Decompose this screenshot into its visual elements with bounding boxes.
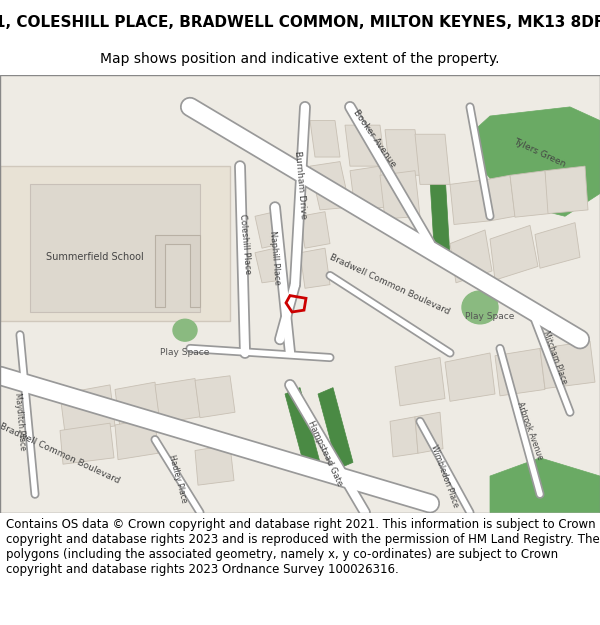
Polygon shape [255, 248, 282, 283]
Text: Summerfield School: Summerfield School [46, 253, 144, 262]
Polygon shape [345, 125, 385, 166]
Polygon shape [115, 382, 160, 428]
Text: Mayditch Place: Mayditch Place [13, 392, 27, 451]
Polygon shape [510, 171, 550, 217]
Text: Booker Avenue: Booker Avenue [352, 108, 398, 169]
Polygon shape [450, 230, 492, 283]
Polygon shape [115, 418, 158, 459]
Polygon shape [390, 417, 418, 457]
Text: Contains OS data © Crown copyright and database right 2021. This information is : Contains OS data © Crown copyright and d… [6, 518, 600, 576]
Text: Play Space: Play Space [466, 312, 515, 321]
Text: Play Space: Play Space [160, 349, 209, 358]
Text: Bradwell Common Boulevard: Bradwell Common Boulevard [0, 421, 121, 485]
Circle shape [462, 291, 498, 324]
Text: Tylers Green: Tylers Green [512, 136, 568, 169]
Text: 1, COLESHILL PLACE, BRADWELL COMMON, MILTON KEYNES, MK13 8DF: 1, COLESHILL PLACE, BRADWELL COMMON, MIL… [0, 15, 600, 30]
Polygon shape [535, 222, 580, 268]
Polygon shape [540, 341, 595, 389]
Polygon shape [255, 212, 282, 248]
Text: Hadley Place: Hadley Place [167, 454, 189, 504]
Polygon shape [380, 171, 420, 219]
Polygon shape [195, 376, 235, 418]
Polygon shape [475, 107, 600, 216]
Text: Burnham Drive: Burnham Drive [293, 150, 307, 219]
Polygon shape [350, 166, 385, 210]
Text: Naphill Place: Naphill Place [268, 230, 282, 285]
Polygon shape [0, 166, 230, 321]
Polygon shape [415, 412, 443, 453]
Text: Mitcham Place: Mitcham Place [541, 330, 569, 386]
Polygon shape [490, 226, 538, 280]
Polygon shape [485, 175, 515, 221]
Polygon shape [310, 121, 340, 157]
Polygon shape [490, 458, 600, 512]
Polygon shape [155, 379, 200, 423]
Polygon shape [195, 445, 234, 485]
Polygon shape [445, 353, 495, 401]
Text: Bradwell Common Boulevard: Bradwell Common Boulevard [329, 253, 451, 316]
Polygon shape [60, 423, 114, 464]
Polygon shape [385, 130, 420, 175]
Polygon shape [155, 234, 200, 308]
Text: Map shows position and indicative extent of the property.: Map shows position and indicative extent… [100, 51, 500, 66]
Polygon shape [60, 385, 115, 433]
Polygon shape [310, 162, 350, 210]
Polygon shape [30, 184, 200, 312]
Polygon shape [495, 349, 545, 396]
Polygon shape [285, 388, 320, 469]
Polygon shape [0, 75, 600, 512]
Text: Wimbledon Place: Wimbledon Place [430, 444, 460, 509]
Text: Coleshill Place: Coleshill Place [238, 213, 252, 274]
Polygon shape [318, 388, 353, 469]
Polygon shape [415, 134, 450, 184]
Polygon shape [430, 174, 450, 264]
Polygon shape [545, 166, 588, 214]
Text: Hampstead Gate: Hampstead Gate [306, 419, 344, 488]
Polygon shape [300, 248, 330, 288]
Polygon shape [395, 357, 445, 406]
Polygon shape [300, 212, 330, 248]
Text: Arbrook Avenue: Arbrook Avenue [515, 401, 545, 461]
Circle shape [173, 319, 197, 341]
Polygon shape [450, 180, 490, 224]
